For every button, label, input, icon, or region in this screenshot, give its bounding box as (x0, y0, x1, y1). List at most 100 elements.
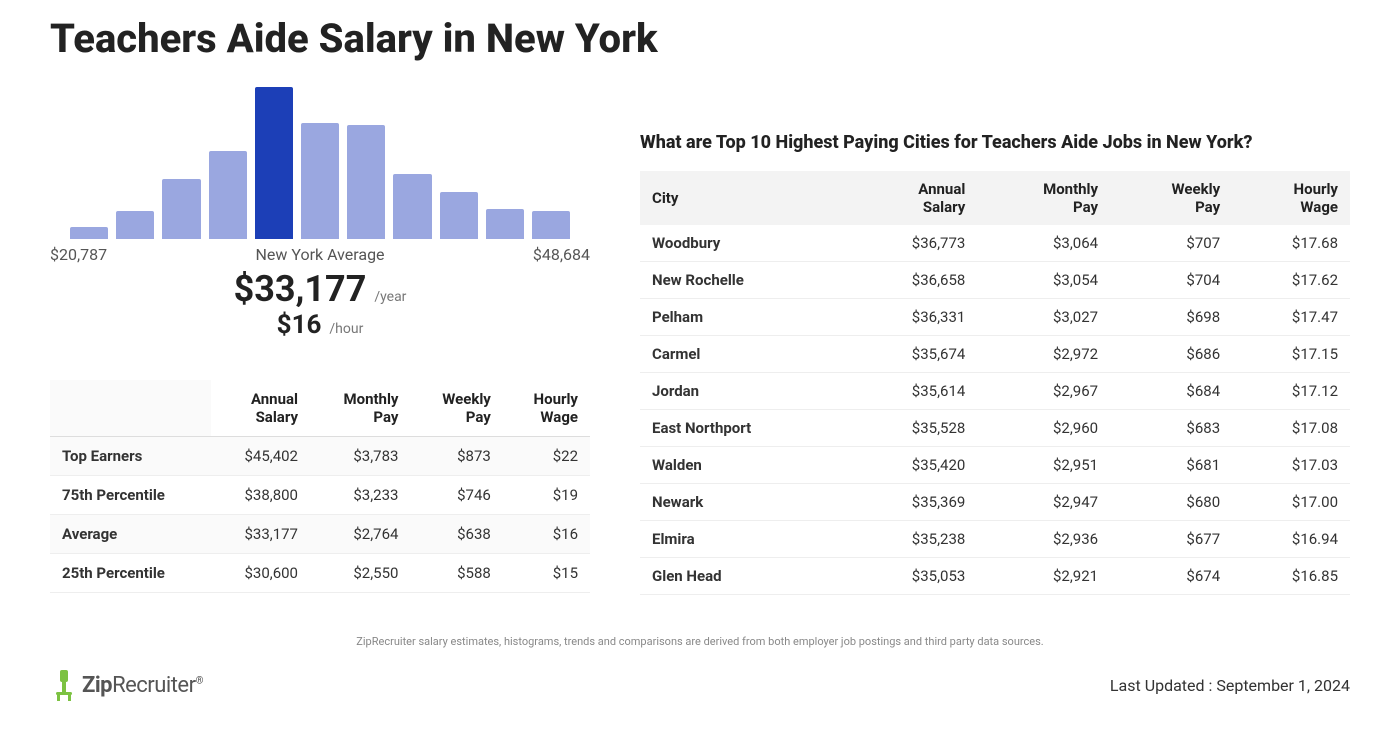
table-cell: $35,238 (847, 521, 977, 558)
table-header (50, 380, 211, 437)
table-cell: Carmel (640, 336, 847, 373)
table-cell: $30,600 (211, 554, 310, 593)
table-cell: $17.62 (1232, 262, 1350, 299)
table-cell: $2,764 (310, 515, 410, 554)
hist-bar (532, 211, 570, 239)
table-row: Newark$35,369$2,947$680$17.00 (640, 484, 1350, 521)
table-cell: $684 (1110, 373, 1232, 410)
table-cell: $15 (503, 554, 590, 593)
hist-bar (486, 209, 524, 239)
table-row: Pelham$36,331$3,027$698$17.47 (640, 299, 1350, 336)
hist-bar (209, 151, 247, 239)
hist-bar (116, 211, 154, 239)
ziprecruiter-logo: ZipRecruiter® (50, 668, 203, 702)
table-cell: $680 (1110, 484, 1232, 521)
hist-bar (393, 174, 431, 239)
page-title: Teachers Aide Salary in New York (50, 15, 1350, 62)
table-cell: $17.12 (1232, 373, 1350, 410)
table-cell: $2,960 (977, 410, 1110, 447)
table-header: HourlyWage (1232, 171, 1350, 225)
cities-table: CityAnnualSalaryMonthlyPayWeeklyPayHourl… (640, 171, 1350, 595)
hist-bar (440, 192, 478, 239)
table-cell: Elmira (640, 521, 847, 558)
hist-bar (255, 87, 293, 239)
table-row: Jordan$35,614$2,967$684$17.12 (640, 373, 1350, 410)
table-header: AnnualSalary (211, 380, 310, 437)
table-cell: $16.85 (1232, 558, 1350, 595)
table-cell: $45,402 (211, 437, 310, 476)
stat-hourly-suffix: /hour (329, 321, 363, 337)
table-cell: $2,550 (310, 554, 410, 593)
table-cell: $707 (1110, 225, 1232, 262)
table-header: AnnualSalary (847, 171, 977, 225)
table-cell: $35,053 (847, 558, 977, 595)
table-row: Walden$35,420$2,951$681$17.03 (640, 447, 1350, 484)
table-cell: $35,614 (847, 373, 977, 410)
table-row: Carmel$35,674$2,972$686$17.15 (640, 336, 1350, 373)
table-cell: $698 (1110, 299, 1232, 336)
table-cell: $3,064 (977, 225, 1110, 262)
table-cell: $35,528 (847, 410, 977, 447)
table-row: Woodbury$36,773$3,064$707$17.68 (640, 225, 1350, 262)
table-cell: $683 (1110, 410, 1232, 447)
table-cell: $681 (1110, 447, 1232, 484)
table-header: HourlyWage (503, 380, 590, 437)
logo-chair-icon (50, 668, 78, 702)
table-cell: Woodbury (640, 225, 847, 262)
table-cell: $2,972 (977, 336, 1110, 373)
table-cell: Newark (640, 484, 847, 521)
table-cell: $2,967 (977, 373, 1110, 410)
table-cell: $2,921 (977, 558, 1110, 595)
hist-bar (162, 179, 200, 239)
table-cell: $3,233 (310, 476, 410, 515)
table-cell: $3,783 (310, 437, 410, 476)
table-cell: $3,054 (977, 262, 1110, 299)
table-cell: $674 (1110, 558, 1232, 595)
table-cell: $19 (503, 476, 590, 515)
table-cell: $3,027 (977, 299, 1110, 336)
hist-bar (347, 125, 385, 239)
table-row: 25th Percentile$30,600$2,550$588$15 (50, 554, 590, 593)
stat-yearly-suffix: /year (374, 289, 406, 305)
footnote: ZipRecruiter salary estimates, histogram… (50, 635, 1350, 648)
table-cell: $17.47 (1232, 299, 1350, 336)
table-cell: $16 (503, 515, 590, 554)
table-cell: $22 (503, 437, 590, 476)
table-header: MonthlyPay (977, 171, 1110, 225)
table-row: Glen Head$35,053$2,921$674$16.85 (640, 558, 1350, 595)
table-cell: Pelham (640, 299, 847, 336)
hist-max-label: $48,684 (533, 245, 590, 264)
table-cell: 25th Percentile (50, 554, 211, 593)
table-cell: $17.15 (1232, 336, 1350, 373)
table-cell: $686 (1110, 336, 1232, 373)
table-cell: $588 (410, 554, 502, 593)
table-header: MonthlyPay (310, 380, 410, 437)
hist-bar (301, 123, 339, 239)
table-row: 75th Percentile$38,800$3,233$746$19 (50, 476, 590, 515)
table-cell: $17.68 (1232, 225, 1350, 262)
table-cell: $704 (1110, 262, 1232, 299)
table-row: Average$33,177$2,764$638$16 (50, 515, 590, 554)
table-cell: $33,177 (211, 515, 310, 554)
salary-histogram: $20,787 New York Average $48,684 $33,177… (50, 87, 590, 340)
table-cell: Jordan (640, 373, 847, 410)
table-cell: Average (50, 515, 211, 554)
summary-table: AnnualSalaryMonthlyPayWeeklyPayHourlyWag… (50, 380, 590, 593)
table-cell: $2,947 (977, 484, 1110, 521)
table-cell: $35,420 (847, 447, 977, 484)
table-cell: $35,369 (847, 484, 977, 521)
table-header: WeeklyPay (1110, 171, 1232, 225)
table-row: East Northport$35,528$2,960$683$17.08 (640, 410, 1350, 447)
table-cell: Glen Head (640, 558, 847, 595)
hist-bar (70, 227, 108, 239)
hist-center-label: New York Average (255, 245, 384, 264)
cities-heading: What are Top 10 Highest Paying Cities fo… (640, 132, 1350, 153)
stat-yearly: $33,177 (234, 268, 367, 310)
table-cell: $16.94 (1232, 521, 1350, 558)
table-cell: $36,658 (847, 262, 977, 299)
table-header: WeeklyPay (410, 380, 502, 437)
table-cell: $35,674 (847, 336, 977, 373)
stat-hourly: $16 (277, 310, 322, 340)
table-cell: 75th Percentile (50, 476, 211, 515)
table-cell: $638 (410, 515, 502, 554)
